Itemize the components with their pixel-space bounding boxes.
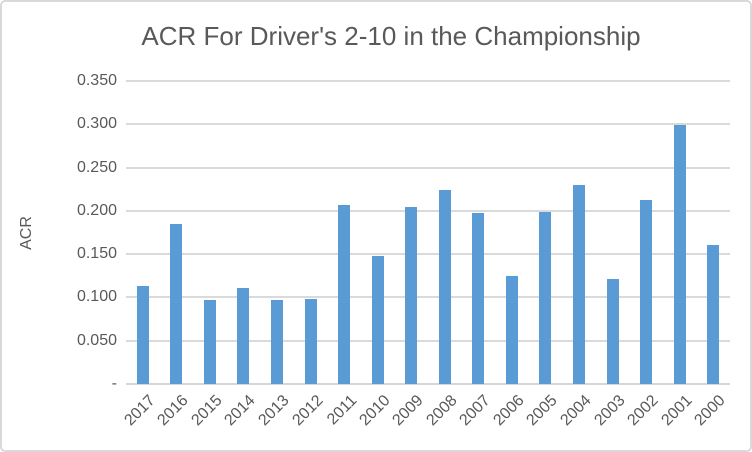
gridline [126, 296, 730, 298]
bar-2013 [271, 300, 283, 384]
y-tick-label: 0.300 [76, 115, 117, 132]
bar-2015 [204, 300, 216, 384]
y-tick-label: 0.050 [76, 332, 117, 349]
bar-2008 [439, 190, 451, 384]
x-tick-label: 2008 [423, 392, 462, 430]
x-tick-label: 2000 [691, 392, 730, 430]
x-tick-label: 2015 [188, 392, 227, 430]
bar-2007 [472, 213, 484, 384]
bar-2003 [607, 279, 619, 384]
gridline [126, 210, 730, 212]
bar-2002 [640, 200, 652, 384]
y-tick-label: 0.250 [76, 159, 117, 176]
y-tick-label: 0.350 [76, 72, 117, 89]
bar-2011 [338, 205, 350, 384]
x-tick-label: 2003 [591, 392, 630, 430]
bar-2006 [506, 276, 518, 384]
x-tick-label: 2002 [624, 392, 663, 430]
y-axis-title-text: ACR [18, 215, 35, 250]
bar-2005 [539, 212, 551, 384]
x-tick-label: 2009 [389, 392, 428, 430]
x-tick-label: 2013 [255, 392, 294, 430]
bar-2010 [372, 256, 384, 384]
gridline [126, 123, 730, 125]
y-tick-label: - [111, 375, 117, 392]
plot-area [126, 80, 730, 385]
y-tick-label: 0.100 [76, 288, 117, 305]
gridline [126, 80, 730, 82]
x-tick-label: 2016 [154, 392, 193, 430]
bar-2000 [707, 245, 719, 384]
y-tick-label: 0.200 [76, 202, 117, 219]
x-tick-label: 2014 [221, 392, 260, 430]
bar-2017 [137, 286, 149, 384]
chart-title: ACR For Driver's 2-10 in the Championshi… [141, 21, 641, 51]
gridline [126, 167, 730, 169]
bar-2009 [405, 207, 417, 384]
x-tick-label: 2004 [557, 392, 596, 430]
y-tick-label: 0.150 [76, 245, 117, 262]
x-tick-label: 2001 [658, 392, 697, 430]
x-tick-label: 2012 [289, 392, 328, 430]
bar-2014 [237, 288, 249, 384]
x-tick-label: 2010 [356, 392, 395, 430]
gridline [126, 253, 730, 255]
x-tick-label: 2007 [456, 392, 495, 430]
bar-2016 [170, 224, 182, 384]
x-tick-label: 2006 [490, 392, 529, 430]
gridline [126, 340, 730, 342]
bar-2001 [674, 125, 686, 384]
x-tick-label: 2017 [121, 392, 160, 430]
bar-2004 [573, 185, 585, 384]
x-tick-label: 2011 [323, 392, 361, 429]
bar-2012 [305, 299, 317, 384]
x-axis-line [126, 383, 730, 385]
x-tick-label: 2005 [523, 392, 562, 430]
